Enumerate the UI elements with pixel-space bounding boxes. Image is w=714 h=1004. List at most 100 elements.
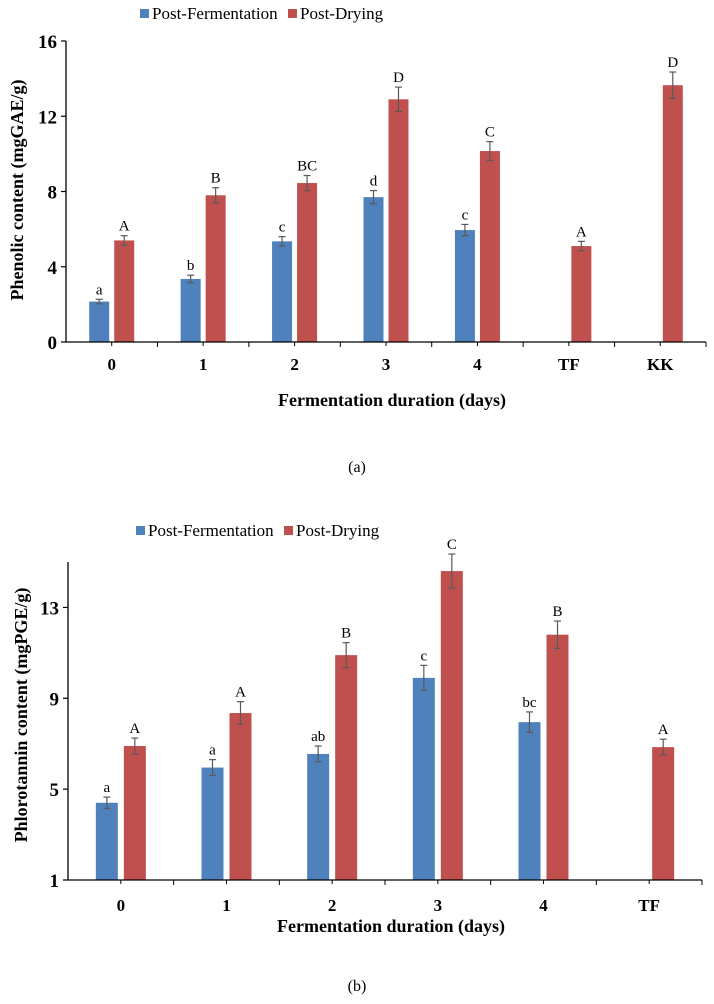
error-bar — [461, 223, 469, 237]
significance-label: C — [447, 537, 457, 553]
legend-label: Post-Fermentation — [152, 4, 278, 23]
bar-post-drying-tf — [571, 246, 592, 342]
error-bar — [659, 738, 667, 756]
significance-label: a — [103, 780, 110, 796]
x-tick-label: 2 — [328, 896, 337, 915]
significance-label: A — [576, 224, 587, 240]
significance-label: B — [341, 626, 351, 642]
y-tick-label: 5 — [50, 780, 60, 801]
y-tick-label: 9 — [50, 689, 60, 710]
bar-post-drying-0 — [114, 240, 135, 342]
x-tick-label: 4 — [539, 896, 548, 915]
bar-post-drying-4 — [479, 151, 500, 342]
significance-label: b — [187, 258, 195, 274]
bar-post-drying-0 — [123, 745, 146, 880]
significance-label: A — [119, 219, 130, 235]
error-bar — [237, 701, 244, 726]
legend-label: Post-Drying — [300, 4, 384, 23]
significance-label: c — [279, 220, 286, 236]
y-axis-title: Phenolic content (mgGAE/g) — [7, 80, 28, 301]
legend-swatch-post-drying — [288, 9, 297, 18]
significance-label: a — [209, 743, 216, 759]
x-axis-title: Fermentation duration (days) — [278, 390, 506, 411]
bar-post-fermentation-3 — [363, 197, 384, 342]
significance-label: A — [658, 722, 669, 738]
error-bar — [303, 174, 311, 192]
bar-post-drying-3 — [388, 99, 409, 342]
error-bar — [209, 759, 216, 777]
significance-label: c — [462, 207, 469, 223]
error-bar — [95, 298, 103, 305]
bar-post-fermentation-1 — [201, 767, 224, 880]
significance-label: A — [129, 721, 140, 737]
error-bar — [278, 236, 286, 247]
significance-label: B — [552, 604, 562, 620]
error-bar — [554, 620, 561, 649]
chart-phenolic-content: Post-Fermentation Post-Drying a Ab Bc BC d Dc C A… — [7, 4, 707, 476]
error-bar — [486, 141, 494, 162]
bar-post-drying-tf — [652, 747, 675, 880]
bar-post-fermentation-2 — [272, 241, 293, 342]
bar-post-drying-kk — [662, 85, 683, 342]
x-tick-label: TF — [638, 896, 660, 915]
error-bar — [669, 71, 677, 99]
bar-post-drying-2 — [335, 655, 358, 880]
error-bar — [120, 235, 128, 246]
y-tick-label: 4 — [48, 258, 58, 279]
error-bar — [526, 711, 533, 733]
legend-swatch-post-fermentation — [136, 526, 145, 535]
bar-post-fermentation-4 — [454, 230, 475, 342]
x-tick-label: KK — [647, 355, 674, 374]
y-tick-label: 12 — [38, 107, 57, 128]
bar-post-fermentation-1 — [180, 278, 201, 342]
bar-post-fermentation-0 — [95, 802, 118, 880]
error-bar — [131, 737, 139, 755]
significance-label: D — [667, 55, 678, 71]
error-bar — [342, 642, 350, 669]
x-tick-label: 2 — [290, 355, 299, 374]
significance-label: bc — [522, 695, 537, 711]
chart-phlorotannin-content: Post-Fermentation Post-Drying a Aa Aab Bc Cbc B… — [11, 521, 703, 995]
y-axis-title: Phlorotannin content (mgPGE/g) — [11, 588, 32, 843]
bar-post-drying-1 — [229, 713, 252, 880]
significance-label: C — [485, 125, 495, 141]
significance-label: B — [211, 171, 221, 187]
significance-label: BC — [297, 159, 317, 175]
legend-swatch-post-drying — [284, 526, 293, 535]
y-tick-label: 1 — [50, 871, 60, 892]
y-tick-label: 8 — [48, 183, 58, 204]
x-tick-label: 1 — [222, 896, 231, 915]
x-tick-label: 0 — [117, 896, 126, 915]
legend-label: Post-Drying — [296, 521, 380, 540]
x-tick-label: 4 — [473, 355, 482, 374]
error-bar — [420, 664, 428, 691]
x-axis-title: Fermentation duration (days) — [277, 916, 505, 937]
error-bar — [370, 189, 377, 205]
error-bar — [187, 274, 195, 284]
significance-label: ab — [311, 729, 325, 745]
bar-post-drying-2 — [297, 183, 318, 342]
significance-label: D — [393, 70, 404, 86]
bar-post-drying-1 — [205, 195, 226, 342]
error-bar — [212, 187, 220, 204]
y-tick-label: 0 — [48, 333, 58, 354]
significance-label: A — [235, 685, 246, 701]
figure-caption: (a) — [348, 459, 366, 476]
error-bar — [577, 240, 585, 252]
y-tick-label: 13 — [40, 598, 59, 619]
error-bar — [395, 86, 402, 113]
x-tick-label: TF — [558, 355, 580, 374]
y-tick-label: 16 — [38, 32, 57, 53]
significance-label: a — [96, 282, 103, 298]
bar-post-fermentation-0 — [89, 301, 110, 342]
x-tick-label: 1 — [199, 355, 208, 374]
bar-post-drying-4 — [546, 634, 569, 880]
error-bar — [314, 745, 322, 763]
x-tick-label: 3 — [434, 896, 443, 915]
figure-caption: (b) — [348, 978, 367, 995]
bar-post-fermentation-3 — [412, 677, 435, 880]
error-bar — [448, 553, 456, 589]
legend-swatch-post-fermentation — [140, 9, 149, 18]
bar-post-fermentation-2 — [307, 753, 330, 880]
